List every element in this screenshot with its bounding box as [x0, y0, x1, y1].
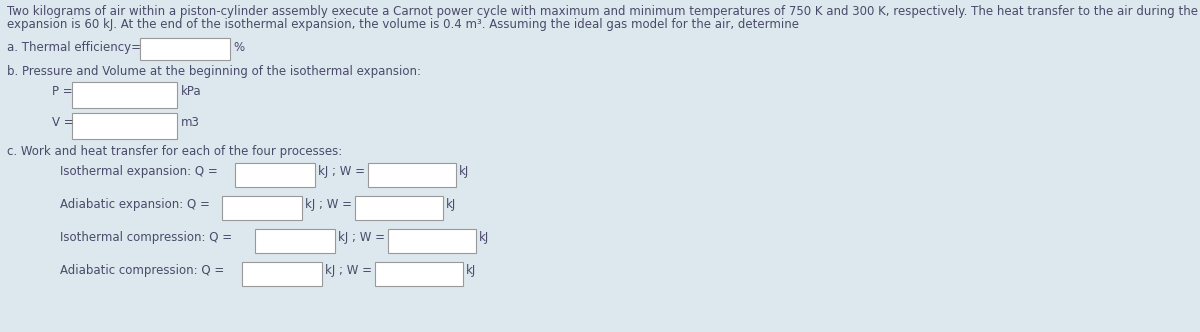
FancyBboxPatch shape: [242, 262, 322, 286]
Text: Two kilograms of air within a piston-cylinder assembly execute a Carnot power cy: Two kilograms of air within a piston-cyl…: [7, 5, 1200, 18]
FancyBboxPatch shape: [355, 196, 443, 220]
Text: kJ: kJ: [466, 264, 476, 277]
Text: kJ: kJ: [479, 231, 490, 244]
Text: c. Work and heat transfer for each of the four processes:: c. Work and heat transfer for each of th…: [7, 145, 342, 158]
Text: kJ ; W =: kJ ; W =: [325, 264, 372, 277]
Text: kJ: kJ: [446, 198, 456, 211]
FancyBboxPatch shape: [256, 229, 335, 253]
FancyBboxPatch shape: [140, 38, 230, 60]
FancyBboxPatch shape: [72, 113, 178, 139]
Text: kJ ; W =: kJ ; W =: [305, 198, 352, 211]
Text: m3: m3: [181, 116, 200, 129]
FancyBboxPatch shape: [388, 229, 476, 253]
Text: kJ ; W =: kJ ; W =: [318, 165, 365, 178]
Text: a. Thermal efficiency=: a. Thermal efficiency=: [7, 41, 142, 54]
Text: kJ: kJ: [458, 165, 469, 178]
FancyBboxPatch shape: [222, 196, 302, 220]
Text: b. Pressure and Volume at the beginning of the isothermal expansion:: b. Pressure and Volume at the beginning …: [7, 65, 421, 78]
FancyBboxPatch shape: [235, 163, 314, 187]
FancyBboxPatch shape: [368, 163, 456, 187]
Text: Isothermal expansion: Q =: Isothermal expansion: Q =: [60, 165, 217, 178]
Text: P =: P =: [52, 85, 73, 98]
Text: kPa: kPa: [181, 85, 202, 98]
Text: kJ ; W =: kJ ; W =: [338, 231, 385, 244]
Text: Adiabatic compression: Q =: Adiabatic compression: Q =: [60, 264, 224, 277]
FancyBboxPatch shape: [72, 82, 178, 108]
Text: Adiabatic expansion: Q =: Adiabatic expansion: Q =: [60, 198, 210, 211]
Text: V =: V =: [52, 116, 73, 129]
Text: expansion is 60 kJ. At the end of the isothermal expansion, the volume is 0.4 m³: expansion is 60 kJ. At the end of the is…: [7, 18, 799, 31]
Text: %: %: [233, 41, 244, 54]
FancyBboxPatch shape: [374, 262, 463, 286]
Text: Isothermal compression: Q =: Isothermal compression: Q =: [60, 231, 232, 244]
